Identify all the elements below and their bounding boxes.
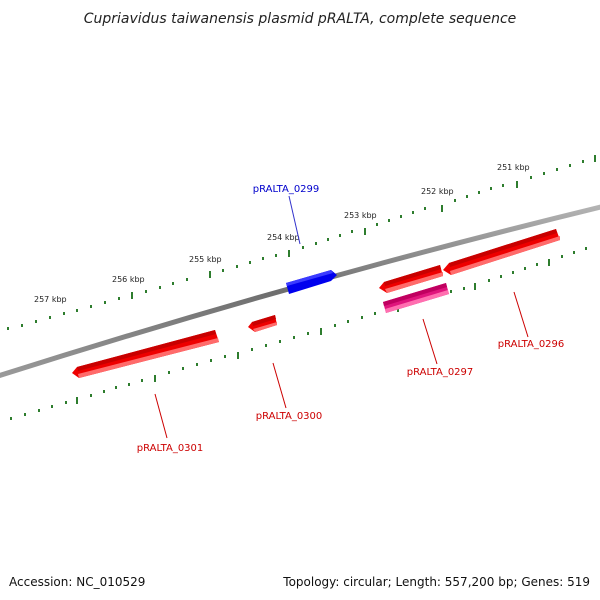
gene-label: pRALTA_0297: [407, 367, 474, 378]
gene-pRALTA_0299[interactable]: pRALTA_0299: [253, 184, 337, 294]
scale-label: 254 kbp: [267, 233, 300, 242]
scale-labels: 257 kbp 256 kbp 255 kbp 254 kbp 253 kbp …: [34, 163, 530, 304]
accession-text: Accession: NC_010529: [9, 575, 145, 589]
gene-pRALTA_0297[interactable]: pRALTA_0297: [379, 265, 473, 378]
label-leader: [422, 318, 438, 365]
plasmid-backbone: [0, 204, 600, 379]
label-leader: [272, 362, 287, 409]
scale-label: 251 kbp: [497, 163, 530, 172]
label-leader: [513, 291, 529, 338]
gene-pRALTA_0296[interactable]: pRALTA_0296: [443, 229, 564, 350]
scale-label: 253 kbp: [344, 211, 377, 220]
gene-label: pRALTA_0296: [498, 339, 565, 350]
inner-tick-track: [10, 247, 587, 420]
map-title: Cupriavidus taiwanensis plasmid pRALTA, …: [84, 11, 517, 27]
gene-label: pRALTA_0301: [137, 443, 204, 454]
label-leader: [154, 393, 168, 439]
scale-label: 256 kbp: [112, 275, 145, 284]
scale-label: 252 kbp: [421, 187, 454, 196]
scale-label: 255 kbp: [189, 255, 222, 264]
gene-pRALTA_0301[interactable]: pRALTA_0301: [72, 330, 219, 454]
label-leader: [288, 195, 301, 245]
gene-label: pRALTA_0299: [253, 184, 320, 195]
gene-pRALTA_0300[interactable]: pRALTA_0300: [248, 315, 322, 422]
outer-tick-track: [7, 155, 596, 330]
scale-label: 257 kbp: [34, 295, 67, 304]
gene-label: pRALTA_0300: [256, 411, 323, 422]
summary-text: Topology: circular; Length: 557,200 bp; …: [282, 575, 590, 589]
